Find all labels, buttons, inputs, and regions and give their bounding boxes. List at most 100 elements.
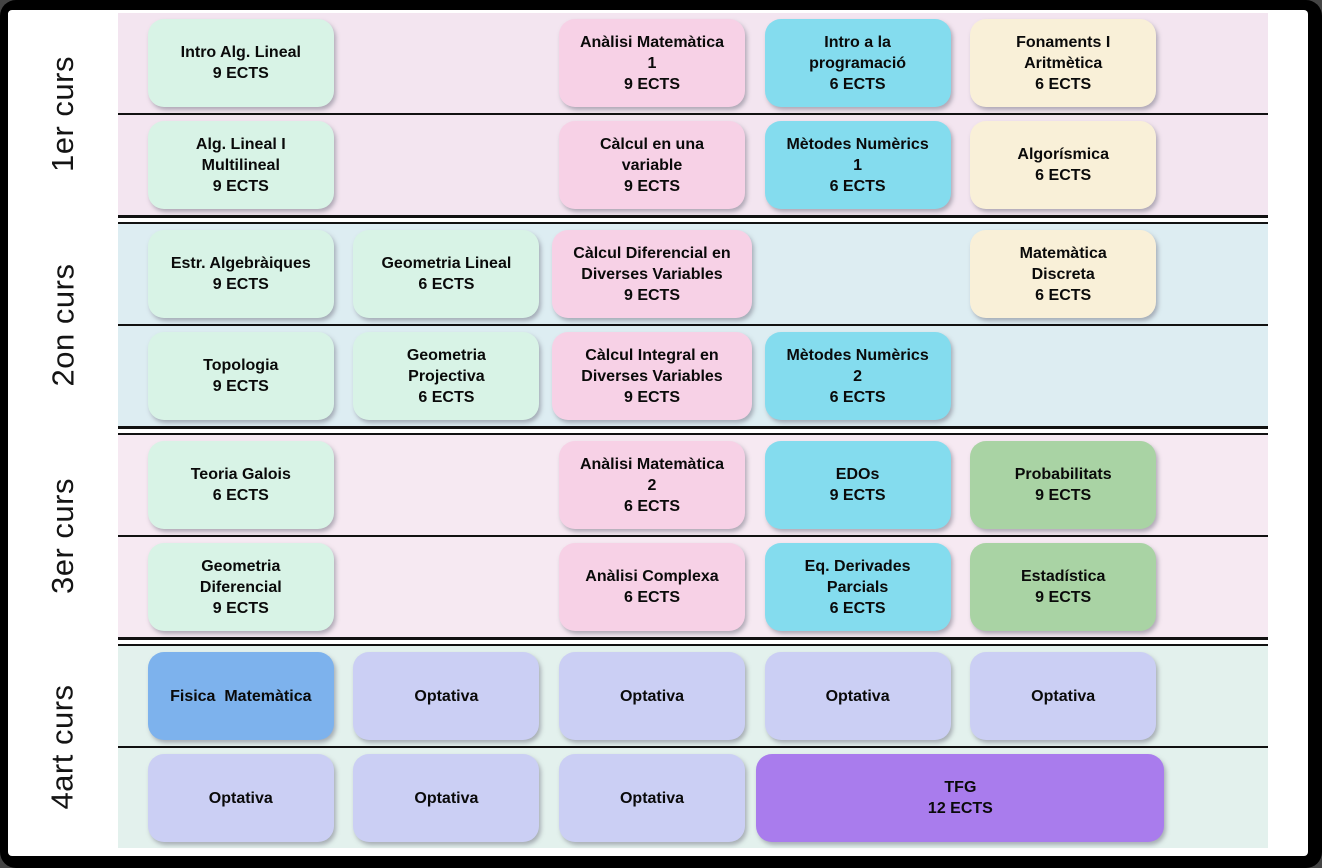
course-card: Anàlisi Matemàtica 2 6 ECTS bbox=[558, 441, 745, 529]
course-card-line: Càlcul en una bbox=[599, 135, 704, 153]
course-card-line: 6 ECTS bbox=[1035, 75, 1092, 93]
course-card-line: Mètodes Numèrics bbox=[786, 135, 929, 153]
course-card-line: Diverses Variables bbox=[581, 367, 723, 385]
course-card-line: Multilineal bbox=[201, 156, 280, 174]
course-card-line: 6 ECTS bbox=[623, 497, 680, 515]
semester-row: Intro Alg. Lineal 9 ECTS Anàlisi Matemàtic… bbox=[118, 13, 1268, 113]
year-rows-panel: Intro Alg. Lineal 9 ECTS Anàlisi Matemàtic… bbox=[118, 13, 1268, 215]
course-card-line: 1 bbox=[647, 54, 657, 72]
row-separator bbox=[118, 113, 1268, 115]
course-card-line: Aritmètica bbox=[1024, 54, 1103, 72]
course-card: Optativa bbox=[558, 652, 745, 740]
course-card-line: Topologia bbox=[203, 357, 279, 374]
course-card-line: 2 bbox=[647, 476, 657, 494]
course-card: Alg. Lineal I Multilineal 9 ECTS bbox=[147, 121, 334, 209]
course-card-line: Estadística bbox=[1020, 568, 1106, 585]
course-card-line: Optativa bbox=[619, 789, 684, 807]
course-card: Probabilitats 9 ECTS bbox=[970, 441, 1157, 529]
semester-row: Topologia 9 ECTS Geometria Projectiva 6 ECTS… bbox=[118, 326, 1268, 426]
course-card-line: Geometria Lineal bbox=[381, 255, 512, 272]
course-card-line: Teoria Galois bbox=[190, 466, 291, 483]
semester-row: Fisica Matemàtica Optativa Optativa Optativ… bbox=[118, 646, 1268, 746]
course-card: Estr. Algebràiques 9 ECTS bbox=[147, 230, 334, 318]
year-label-text: 4art curs bbox=[45, 684, 81, 810]
year-rows-panel: Teoria Galois 6 ECTS Anàlisi Matemàtica 2 6 … bbox=[118, 435, 1268, 637]
course-card-line: Optativa bbox=[208, 789, 273, 807]
course-card-line: Optativa bbox=[414, 789, 479, 807]
course-card: Topologia 9 ECTS bbox=[147, 332, 334, 420]
course-card-line: 6 ECTS bbox=[623, 589, 680, 606]
curriculum-sections: 1er curs Intro Alg. Lineal 9 ECTS Anàlisi M… bbox=[8, 13, 1308, 848]
year-section-2on-curs: 2on curs Estr. Algebràiques 9 ECTS Geometri… bbox=[8, 224, 1308, 426]
course-card: Geometria Diferencial 9 ECTS bbox=[147, 543, 334, 631]
course-card-line: Matemàtica bbox=[1019, 244, 1107, 262]
course-card-line: Fisica Matemàtica bbox=[170, 687, 312, 705]
course-card-line: Intro Alg. Lineal bbox=[180, 44, 301, 61]
curriculum-canvas: 1er curs Intro Alg. Lineal 9 ECTS Anàlisi M… bbox=[8, 10, 1308, 856]
section-separator bbox=[118, 215, 1268, 224]
semester-row: Teoria Galois 6 ECTS Anàlisi Matemàtica 2 6 … bbox=[118, 435, 1268, 535]
course-card: Càlcul en una variable 9 ECTS bbox=[558, 121, 745, 209]
course-card-line: Càlcul Diferencial en bbox=[573, 244, 731, 262]
course-card-line: 2 bbox=[853, 367, 863, 385]
course-card-line: 1 bbox=[853, 156, 863, 174]
course-card-line: EDOs bbox=[835, 466, 880, 483]
course-card-line: 6 ECTS bbox=[829, 599, 886, 617]
course-card-line: Intro a la bbox=[824, 33, 891, 51]
year-label-text: 2on curs bbox=[45, 263, 80, 387]
course-card-line: 9 ECTS bbox=[623, 75, 680, 93]
semester-row: Optativa Optativa Optativa TFG 12 ECTS bbox=[118, 748, 1268, 848]
course-card-line: 6 ECTS bbox=[418, 276, 475, 293]
year-section-1er-curs: 1er curs Intro Alg. Lineal 9 ECTS Anàlisi M… bbox=[8, 13, 1308, 215]
course-card-line: Discreta bbox=[1031, 265, 1095, 283]
course-card-line: Mètodes Numèrics bbox=[786, 346, 929, 364]
course-card: Anàlisi Matemàtica 1 9 ECTS bbox=[558, 19, 745, 107]
semester-row: Geometria Diferencial 9 ECTS Anàlisi Comple… bbox=[118, 537, 1268, 637]
course-card: Optativa bbox=[764, 652, 951, 740]
course-card-line: Probabilitats bbox=[1014, 466, 1112, 483]
course-card-line: 9 ECTS bbox=[1035, 487, 1092, 504]
course-card-line: 9 ECTS bbox=[623, 177, 680, 195]
course-card-line: 9 ECTS bbox=[623, 286, 680, 304]
year-section-3er-curs: 3er curs Teoria Galois 6 ECTS Anàlisi Matem… bbox=[8, 435, 1308, 637]
course-card: Teoria Galois 6 ECTS bbox=[147, 441, 334, 529]
course-card-line: 12 ECTS bbox=[927, 800, 993, 817]
row-separator bbox=[118, 324, 1268, 326]
course-card-line: Anàlisi Matemàtica bbox=[579, 33, 725, 51]
course-card: Optativa bbox=[147, 754, 334, 842]
course-card-line: Geometria bbox=[406, 346, 486, 364]
course-card-line: Eq. Derivades bbox=[804, 557, 911, 575]
row-separator bbox=[118, 746, 1268, 748]
course-card: Optativa bbox=[558, 754, 745, 842]
course-card: Eq. Derivades Parcials 6 ECTS bbox=[764, 543, 951, 631]
course-card: Optativa bbox=[970, 652, 1157, 740]
course-card-line: Diverses Variables bbox=[581, 265, 723, 283]
course-card: Fisica Matemàtica bbox=[147, 652, 334, 740]
course-card-line: Optativa bbox=[825, 687, 890, 705]
year-label-text: 1er curs bbox=[45, 56, 81, 172]
course-card-line: Anàlisi Complexa bbox=[585, 568, 719, 585]
year-label: 3er curs bbox=[8, 435, 118, 637]
course-card-line: 6 ECTS bbox=[212, 487, 269, 504]
course-card-line: Parcials bbox=[826, 578, 889, 596]
course-card-line: Optativa bbox=[1031, 687, 1096, 705]
course-card-line: Optativa bbox=[619, 687, 684, 705]
course-card-line: Projectiva bbox=[408, 367, 485, 385]
course-card: Optativa bbox=[353, 652, 540, 740]
course-card-line: Optativa bbox=[414, 687, 479, 705]
course-card: Càlcul Diferencial en Diverses Variables 9… bbox=[551, 230, 752, 318]
course-card: TFG 12 ECTS bbox=[756, 754, 1165, 842]
course-card: Mètodes Numèrics 2 6 ECTS bbox=[764, 332, 951, 420]
course-card-line: Càlcul Integral en bbox=[585, 346, 719, 364]
course-card-line: Diferencial bbox=[199, 578, 282, 596]
row-separator bbox=[118, 535, 1268, 537]
year-section-4art-curs: 4art curs Fisica Matemàtica Optativa Optati… bbox=[8, 646, 1308, 848]
course-card-line: Estr. Algebràiques bbox=[170, 255, 311, 272]
course-card: Anàlisi Complexa 6 ECTS bbox=[558, 543, 745, 631]
year-label: 1er curs bbox=[8, 13, 118, 215]
course-card: Matemàtica Discreta 6 ECTS bbox=[970, 230, 1157, 318]
course-card-line: Algorísmica bbox=[1017, 146, 1109, 163]
course-card: Fonaments I Aritmètica 6 ECTS bbox=[970, 19, 1157, 107]
semester-row: Estr. Algebràiques 9 ECTS Geometria Lineal… bbox=[118, 224, 1268, 324]
